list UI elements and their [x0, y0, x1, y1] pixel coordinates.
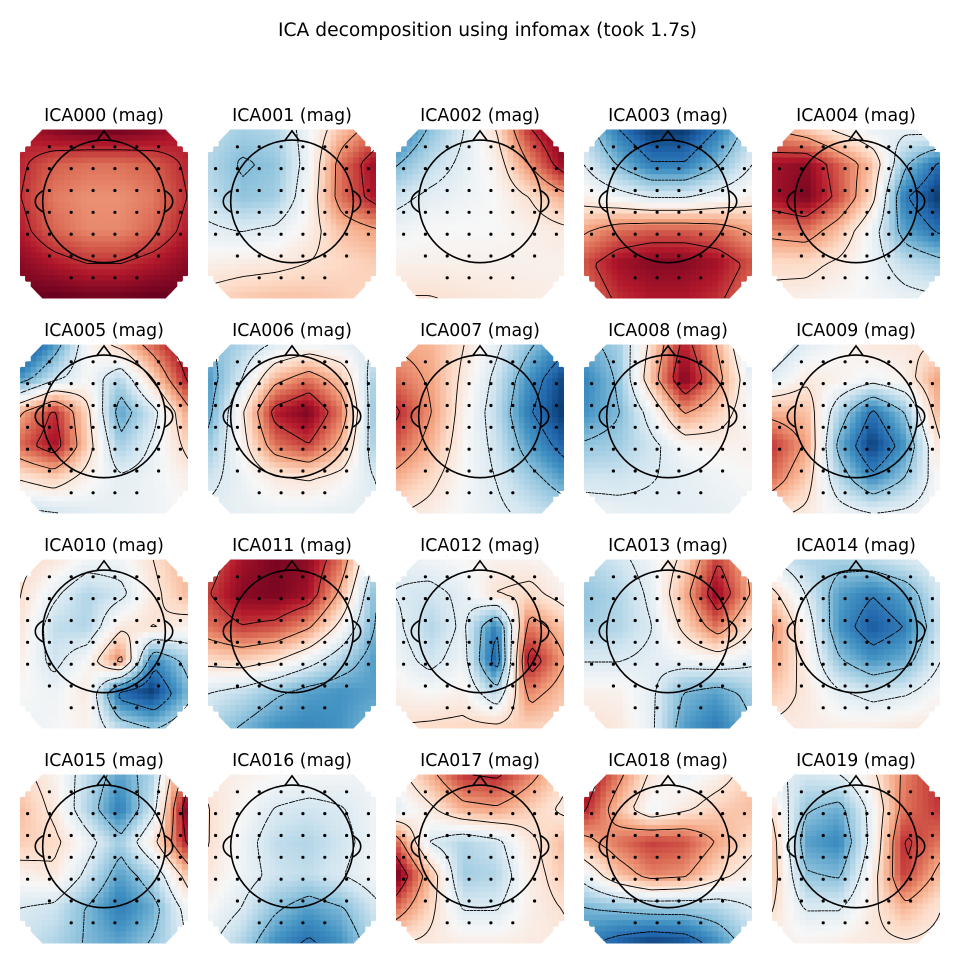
topomap-title: ICA000 (mag): [44, 106, 164, 126]
topomap-svg: [772, 775, 940, 943]
topomap-svg: [772, 345, 940, 513]
topomap-panel: ICA014 (mag): [772, 560, 940, 728]
figure-title: ICA decomposition using infomax (took 1.…: [278, 20, 697, 41]
topomap-title: ICA011 (mag): [232, 536, 352, 556]
topomap-title: ICA002 (mag): [420, 106, 540, 126]
topomap-svg: [208, 130, 376, 298]
topomap-svg: [584, 345, 752, 513]
topomap-title: ICA015 (mag): [44, 751, 164, 771]
topomap-panel: ICA012 (mag): [396, 560, 564, 728]
topomap-panel: ICA010 (mag): [20, 560, 188, 728]
topomap-panel: ICA007 (mag): [396, 345, 564, 513]
topomap-svg: [772, 130, 940, 298]
topomap-panel: ICA000 (mag): [20, 130, 188, 298]
topomap-title: ICA017 (mag): [420, 751, 540, 771]
topomap-panel: ICA006 (mag): [208, 345, 376, 513]
topomap-panel: ICA019 (mag): [772, 775, 940, 943]
figure: ICA decomposition using infomax (took 1.…: [0, 0, 975, 967]
topomap-title: ICA006 (mag): [232, 321, 352, 341]
topomap-svg: [584, 560, 752, 728]
topomap-panel: ICA017 (mag): [396, 775, 564, 943]
topomap-title: ICA010 (mag): [44, 536, 164, 556]
topomap-title: ICA012 (mag): [420, 536, 540, 556]
topomap-panel: ICA013 (mag): [584, 560, 752, 728]
topomap-title: ICA009 (mag): [796, 321, 916, 341]
topomap-panel: ICA015 (mag): [20, 775, 188, 943]
topomap-svg: [20, 560, 188, 728]
topomap-panel: ICA018 (mag): [584, 775, 752, 943]
topomap-panel: ICA016 (mag): [208, 775, 376, 943]
topomap-title: ICA001 (mag): [232, 106, 352, 126]
topomap-panel: ICA005 (mag): [20, 345, 188, 513]
topomap-panel: ICA004 (mag): [772, 130, 940, 298]
topomap-svg: [584, 130, 752, 298]
topomap-svg: [208, 560, 376, 728]
topomap-title: ICA003 (mag): [608, 106, 728, 126]
topomap-svg: [20, 775, 188, 943]
topomap-title: ICA014 (mag): [796, 536, 916, 556]
topomap-svg: [396, 560, 564, 728]
topomap-svg: [208, 775, 376, 943]
topomap-svg: [20, 345, 188, 513]
topomap-svg: [584, 775, 752, 943]
topomap-panel: ICA002 (mag): [396, 130, 564, 298]
topomap-svg: [396, 775, 564, 943]
topomap-svg: [208, 345, 376, 513]
topomap-title: ICA007 (mag): [420, 321, 540, 341]
topomap-panel: ICA001 (mag): [208, 130, 376, 298]
topomap-title: ICA013 (mag): [608, 536, 728, 556]
topomap-panel: ICA009 (mag): [772, 345, 940, 513]
topomap-title: ICA016 (mag): [232, 751, 352, 771]
topomap-svg: [396, 345, 564, 513]
topomap-title: ICA008 (mag): [608, 321, 728, 341]
topomap-title: ICA005 (mag): [44, 321, 164, 341]
topomap-svg: [396, 130, 564, 298]
topomap-panel: ICA011 (mag): [208, 560, 376, 728]
topomap-title: ICA018 (mag): [608, 751, 728, 771]
topomap-title: ICA004 (mag): [796, 106, 916, 126]
topomap-title: ICA019 (mag): [796, 751, 916, 771]
topomap-panel: ICA008 (mag): [584, 345, 752, 513]
topomap-svg: [772, 560, 940, 728]
topomap-panel: ICA003 (mag): [584, 130, 752, 298]
topomap-svg: [20, 130, 188, 298]
